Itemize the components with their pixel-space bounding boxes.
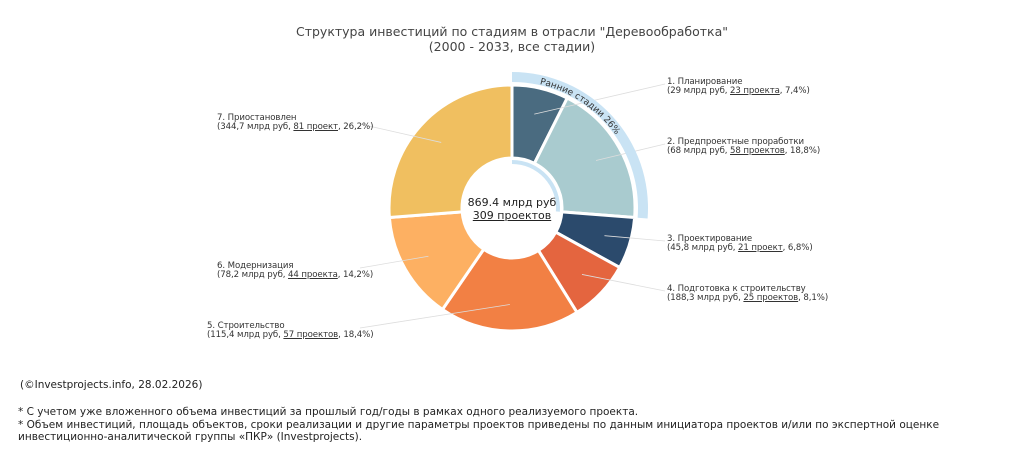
total-investment: 869.4 млрд руб — [467, 196, 557, 209]
connector-line-7 — [359, 123, 442, 143]
projects-link-stage-1[interactable]: 23 проекта — [730, 86, 780, 96]
label-stage-1: 1. Планирование (29 млрд руб, 23 проекта… — [667, 77, 810, 96]
early-stages-inner-arc — [512, 160, 560, 212]
projects-link-stage-7[interactable]: 81 проект — [293, 122, 338, 132]
chart-title-line1: Структура инвестиций по стадиям в отрасл… — [295, 24, 728, 39]
projects-link-stage-5[interactable]: 57 проектов — [283, 330, 339, 340]
label-stage-2: 2. Предпроектные проработки (68 млрд руб… — [667, 137, 821, 156]
donut-center-label: 869.4 млрд руб 309 проектов — [452, 196, 572, 222]
connector-line-3 — [604, 235, 666, 242]
footnotes: * С учетом уже вложенного объема инвести… — [18, 406, 939, 444]
projects-link-stage-4[interactable]: 25 проектов — [743, 293, 799, 303]
total-projects-link[interactable]: 309 проектов — [472, 209, 552, 222]
connector-line-1 — [534, 83, 666, 115]
projects-link-stage-6[interactable]: 44 проекта — [288, 270, 338, 280]
label-stage-3: 3. Проектирование (45,8 млрд руб, 21 про… — [667, 234, 813, 253]
projects-link-stage-3[interactable]: 21 проект — [738, 243, 783, 253]
chart-title-line2: (2000 - 2033, все стадии) — [428, 39, 596, 54]
footnote-1: * С учетом уже вложенного объема инвести… — [18, 406, 639, 418]
label-stage-7: 7. Приостановлен (344,7 млрд руб, 81 про… — [217, 113, 374, 132]
projects-link-stage-2[interactable]: 58 проектов — [730, 146, 785, 156]
chart-title: Структура инвестиций по стадиям в отрасл… — [0, 24, 1024, 54]
connector-line-4 — [581, 274, 666, 292]
connector-line-5 — [359, 304, 510, 329]
label-stage-6: 6. Модернизация (78,2 млрд руб, 44 проек… — [217, 261, 374, 280]
footnote-3: инвестиционно-аналитической группы «ПКР»… — [18, 431, 363, 443]
early-stages-outer-arc — [512, 72, 648, 219]
connector-line-6 — [359, 255, 429, 269]
donut-slice-2[interactable] — [532, 96, 637, 220]
label-stage-4: 4. Подготовка к строительству (188,3 млр… — [667, 284, 829, 303]
donut-slice-7[interactable] — [387, 83, 514, 220]
footnote-2: * Объем инвестиций, площадь объектов, ср… — [18, 418, 940, 431]
label-stage-5: 5. Строительство (115,4 млрд руб, 57 про… — [207, 321, 374, 340]
copyright: (©Investprojects.info, 28.02.2026) — [20, 379, 203, 391]
